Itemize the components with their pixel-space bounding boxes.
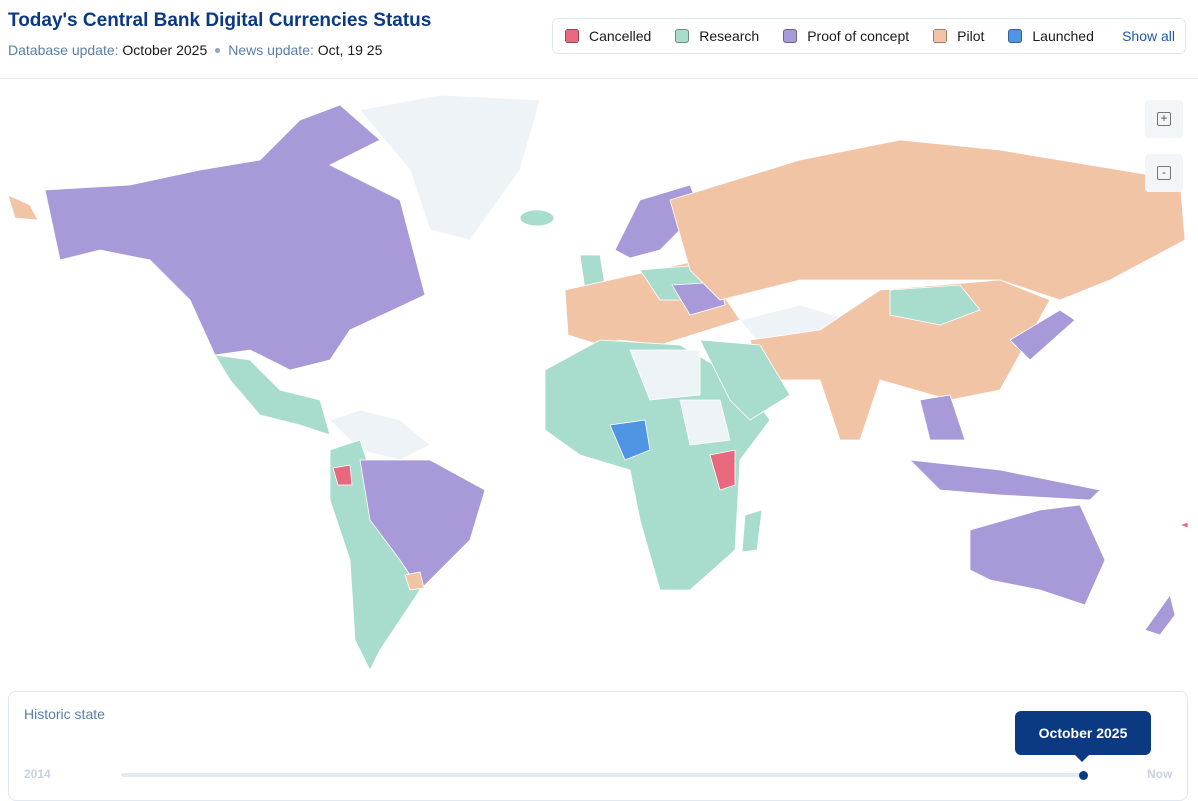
legend-swatch <box>933 29 948 43</box>
legend-label: Cancelled <box>589 28 652 44</box>
update-info: Database update: October 2025 News update… <box>8 42 382 58</box>
db-update-value: October 2025 <box>122 42 208 58</box>
legend-label: Launched <box>1032 28 1094 44</box>
world-map <box>7 94 1189 671</box>
legend-swatch <box>565 29 579 43</box>
zoom-out-label: - <box>1157 166 1171 180</box>
legend: Cancelled Research Proof of concept Pilot La… <box>552 18 1186 54</box>
timeline-start: 2014 <box>24 767 51 781</box>
zoom-out[interactable]: - <box>1145 154 1183 192</box>
legend-swatch <box>783 29 798 43</box>
legend-item[interactable]: Cancelled <box>565 28 651 44</box>
news-update-label: News update: <box>228 42 314 58</box>
historic-label: Historic state <box>24 706 105 722</box>
zoom-in[interactable]: + <box>1145 100 1183 138</box>
page-title: Today's Central Bank Digital Currencies … <box>8 10 432 31</box>
timeline-end: Now <box>1147 767 1173 781</box>
show-all[interactable]: Show all <box>1122 28 1175 44</box>
zoom-in-label: + <box>1157 112 1171 126</box>
legend-item[interactable]: Proof of concept <box>783 28 909 44</box>
historic-panel <box>8 691 1188 801</box>
legend-label: Pilot <box>957 28 985 44</box>
timeline-handle[interactable] <box>1079 771 1088 780</box>
timeline-tooltip: October 2025 <box>1015 711 1151 762</box>
legend-swatch <box>1008 29 1023 43</box>
legend-item[interactable]: Launched <box>1008 28 1094 44</box>
legend-label: Proof of concept <box>807 28 910 44</box>
db-update-label: Database update: <box>8 42 119 58</box>
legend-item[interactable]: Research <box>675 28 759 44</box>
legend-item[interactable]: Pilot <box>933 28 984 44</box>
legend-swatch <box>675 29 690 43</box>
legend-label: Research <box>699 28 760 44</box>
timeline-track[interactable] <box>121 773 1083 777</box>
news-update-value: Oct, 19 25 <box>317 42 383 58</box>
